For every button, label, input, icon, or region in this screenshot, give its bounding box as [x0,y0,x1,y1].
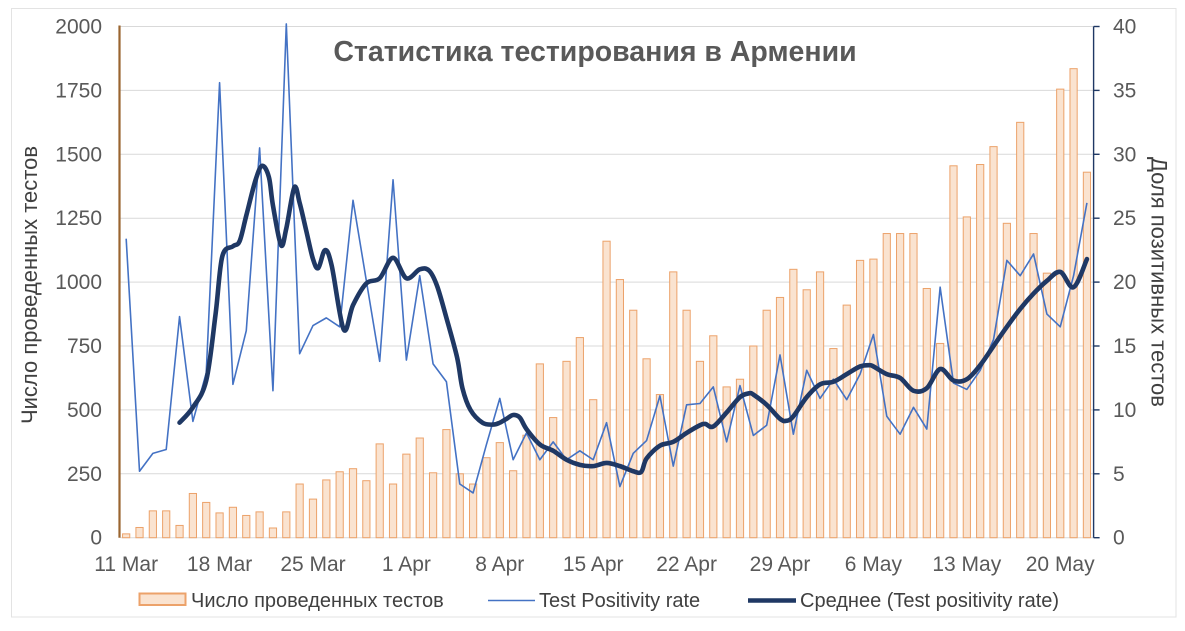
svg-text:Статистика тестирования в Арме: Статистика тестирования в Армении [333,36,856,68]
svg-text:Среднее (Test positivity rate): Среднее (Test positivity rate) [800,590,1059,612]
svg-text:22 Apr: 22 Apr [656,553,717,576]
svg-text:500: 500 [67,399,102,422]
svg-text:0: 0 [90,527,102,550]
svg-text:1750: 1750 [55,79,102,102]
svg-text:25: 25 [1113,207,1136,230]
svg-text:20: 20 [1113,271,1136,294]
svg-text:1000: 1000 [55,271,102,294]
svg-text:2000: 2000 [55,16,102,39]
svg-text:Доля позитивных тестов: Доля позитивных тестов [1147,157,1172,407]
svg-text:15 Apr: 15 Apr [563,553,624,576]
svg-text:30: 30 [1113,143,1136,166]
svg-text:6 May: 6 May [845,553,903,576]
svg-text:1 Apr: 1 Apr [382,553,431,576]
svg-text:Число проведенных тестов: Число проведенных тестов [191,590,444,612]
svg-text:Число проведенных тестов: Число проведенных тестов [17,146,42,424]
svg-text:20 May: 20 May [1026,553,1095,576]
svg-text:25 Mar: 25 Mar [280,553,345,576]
svg-text:13 May: 13 May [932,553,1001,576]
svg-text:35: 35 [1113,79,1136,102]
svg-text:8 Apr: 8 Apr [475,553,524,576]
svg-text:40: 40 [1113,16,1136,39]
svg-text:250: 250 [67,463,102,486]
svg-text:15: 15 [1113,335,1136,358]
svg-text:5: 5 [1113,463,1125,486]
svg-text:750: 750 [67,335,102,358]
svg-text:Test Positivity rate: Test Positivity rate [539,590,700,612]
svg-text:11 Mar: 11 Mar [94,553,158,576]
svg-text:1250: 1250 [55,207,102,230]
svg-text:18 Mar: 18 Mar [187,553,252,576]
svg-text:29 Apr: 29 Apr [750,553,811,576]
svg-text:10: 10 [1113,399,1136,422]
svg-text:1500: 1500 [55,143,102,166]
svg-text:0: 0 [1113,527,1125,550]
